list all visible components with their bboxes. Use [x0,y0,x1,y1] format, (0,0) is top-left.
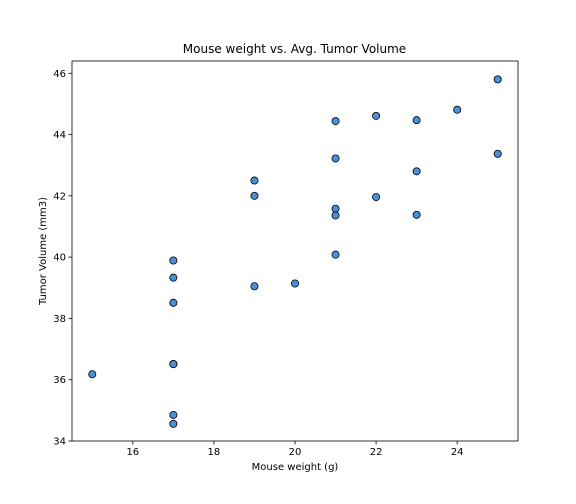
y-tick-label: 42 [53,191,66,202]
y-tick-label: 40 [53,253,66,264]
data-point [331,204,340,213]
y-tick-label: 34 [53,437,66,448]
data-point [493,75,502,84]
data-point [290,279,299,288]
data-points [88,75,502,428]
data-point [493,149,502,158]
data-point [88,370,97,379]
x-tick-label: 20 [289,447,302,458]
data-point [412,116,421,125]
y-tick-label: 44 [53,130,66,141]
data-point [169,273,178,282]
x-tick-label: 18 [208,447,221,458]
data-point [372,193,381,202]
y-tick-label: 38 [53,314,66,325]
y-tick-label: 46 [53,69,66,80]
data-point [169,410,178,419]
data-point [331,117,340,126]
data-point [331,250,340,259]
x-axis-label: Mouse weight (g) [252,462,339,473]
data-point [169,256,178,265]
data-point [169,298,178,307]
plot-area: 16 18 20 22 24 34 36 38 40 42 44 46 [53,60,519,458]
plot-frame [71,60,519,442]
data-point [169,419,178,428]
y-tick-label: 36 [53,375,66,386]
data-point [169,360,178,369]
x-tick-label: 16 [126,447,139,458]
chart-title: Mouse weight vs. Avg. Tumor Volume [183,42,406,56]
data-point [250,191,259,200]
data-point [331,154,340,163]
data-point [372,111,381,120]
data-point [453,105,462,114]
data-point [412,167,421,176]
x-axis: 16 18 20 22 24 [126,441,464,458]
data-point [250,282,259,291]
y-axis-label: Tumor Volume (mm3) [38,197,49,306]
data-point [331,211,340,220]
data-point [250,176,259,185]
y-axis: 34 36 38 40 42 44 46 [53,69,72,448]
x-tick-label: 24 [451,447,464,458]
data-point [412,210,421,219]
x-tick-label: 22 [370,447,383,458]
